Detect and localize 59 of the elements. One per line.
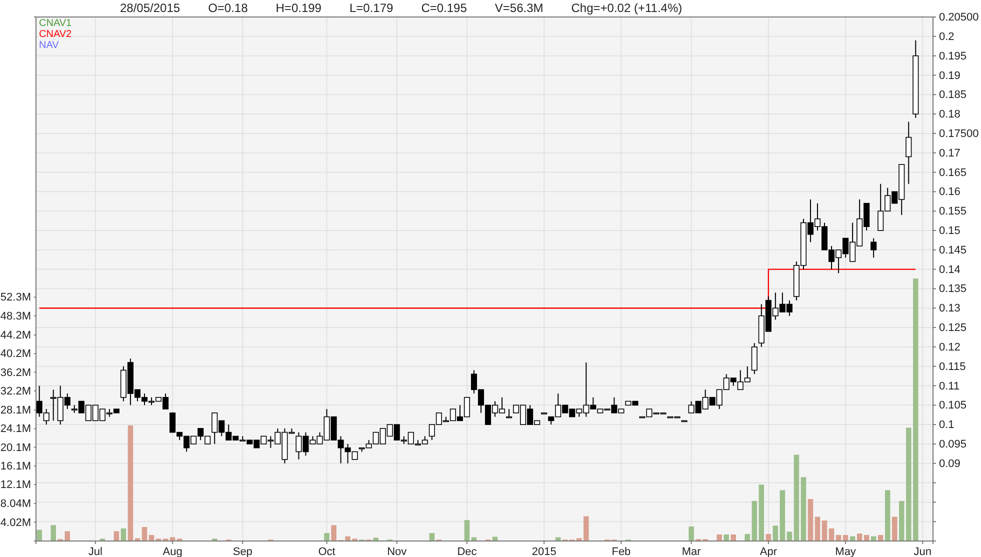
y-tick-label: 0.145 xyxy=(939,244,967,256)
y-tick-label: 0.195 xyxy=(939,50,967,62)
y2-tick-label: 24.1M xyxy=(0,423,31,436)
y2-tick-label: 52.3M xyxy=(0,292,31,304)
y2-tick-label: 16.1M xyxy=(0,460,31,472)
x-tick-label: Nov xyxy=(387,546,408,557)
text: C=0.195 xyxy=(421,1,468,15)
y-tick-label: 0.18 xyxy=(939,108,960,121)
text: V=56.3M xyxy=(494,1,544,15)
y2-tick-label: 36.2M xyxy=(0,366,31,379)
text: O=0.18 xyxy=(208,1,248,15)
y-tick-label: 0.09 xyxy=(939,458,960,470)
y-tick-label: 0.14 xyxy=(939,264,960,276)
y2-tick-label: 4.02M xyxy=(0,516,31,529)
y2-tick-label: 28.1M xyxy=(0,404,31,417)
y-tick-label: 0.13 xyxy=(939,302,960,315)
text: H=0.199 xyxy=(276,1,322,15)
y-tick-label: 0.165 xyxy=(939,166,967,179)
y2-tick-label: 48.3M xyxy=(0,310,31,322)
y-tick-label: 0.17 xyxy=(939,147,960,160)
x-tick-label: Apr xyxy=(760,546,778,557)
y-tick-label: 0.185 xyxy=(939,89,967,102)
x-tick-label: Feb xyxy=(612,546,631,557)
y-tick-label: 0.12 xyxy=(939,341,960,354)
y-tick-label: 0.115 xyxy=(939,360,966,373)
y-tick-label: 0.19 xyxy=(939,70,960,82)
y2-tick-label: 44.2M xyxy=(0,329,31,342)
x-tick-label: Jul xyxy=(88,546,102,557)
y-tick-label: 0.125 xyxy=(939,322,967,334)
y2-tick-label: 20.1M xyxy=(0,442,31,454)
y-tick-label: 0.2 xyxy=(939,30,954,43)
text: CNAV2 xyxy=(39,29,72,40)
y-tick-label: 0.155 xyxy=(939,206,967,218)
y-tick-label: 0.135 xyxy=(939,283,967,296)
y-tick-label: 0.095 xyxy=(939,438,967,450)
y-tick-label: 0.1 xyxy=(939,419,954,432)
y-tick-label: 0.15 xyxy=(939,225,960,237)
y2-tick-label: 12.1M xyxy=(0,479,31,492)
text: Chg=+0.02 (+11.4%) xyxy=(571,1,682,15)
text: 28/05/2015 xyxy=(120,1,180,15)
x-tick-label: Sep xyxy=(232,546,252,557)
x-tick-label: May xyxy=(835,546,856,557)
y-tick-label: 0.105 xyxy=(939,400,967,412)
text: L=0.179 xyxy=(349,1,394,15)
y2-tick-label: 8.04M xyxy=(0,498,31,510)
y2-tick-label: 32.2M xyxy=(0,385,31,398)
y-tick-label: 0.20500 xyxy=(939,12,979,24)
y-tick-label: 0.11 xyxy=(939,380,960,392)
y-tick-label: 0.17500 xyxy=(939,128,979,140)
y2-tick-label: 40.2M xyxy=(0,348,31,360)
x-tick-label: 2015 xyxy=(532,546,556,557)
legend-label: CNAV1 xyxy=(39,18,72,29)
x-tick-label: Oct xyxy=(318,546,336,557)
x-tick-label: Aug xyxy=(162,546,182,557)
x-tick-label: Mar xyxy=(682,546,702,557)
legend-label: NAV xyxy=(39,40,60,51)
x-tick-label: Jun xyxy=(914,546,932,557)
y-tick-label: 0.16 xyxy=(939,186,960,198)
x-tick-label: Dec xyxy=(457,546,478,557)
